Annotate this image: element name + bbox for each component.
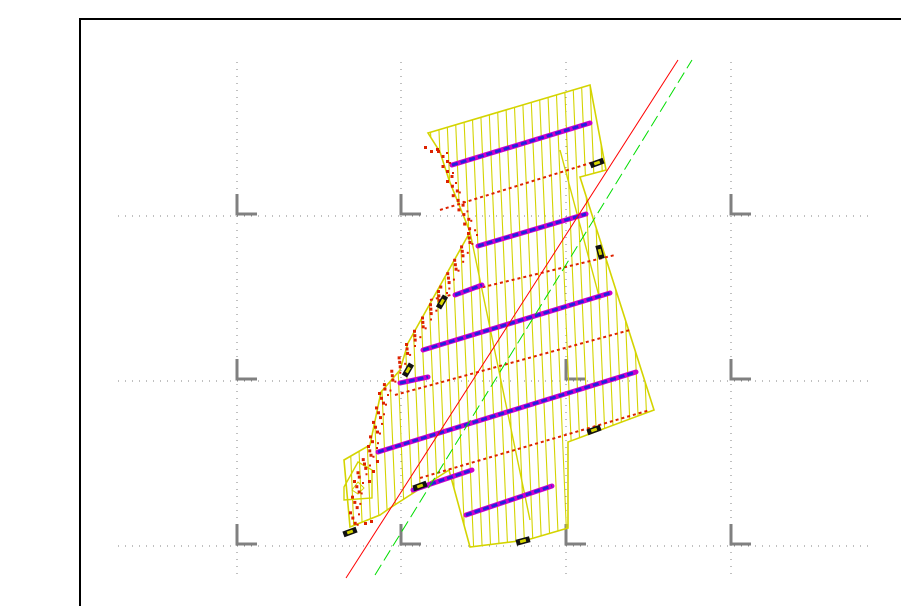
grid-corner-marker-icon — [235, 359, 257, 381]
grid-corner-markers — [235, 194, 751, 546]
equipment-row — [375, 369, 639, 455]
grid-corner-marker-icon — [729, 194, 751, 216]
equipment-marker-icon — [589, 157, 605, 169]
grid-corner-marker-icon — [729, 524, 751, 546]
reference-grid — [118, 62, 872, 580]
equipment-row — [397, 374, 431, 386]
guide-line-dashed — [374, 59, 693, 576]
small-building-detail — [351, 481, 365, 495]
boundary-dots — [349, 146, 478, 526]
viewport-frame — [79, 18, 901, 606]
equipment-marker-icon — [595, 244, 605, 260]
grid-corner-marker-icon — [564, 524, 586, 546]
grid-corner-marker-icon — [399, 194, 421, 216]
guide-line-solid — [345, 59, 679, 579]
grid-corner-marker-icon — [235, 524, 257, 546]
small-building-outline — [343, 461, 373, 501]
grid-corner-marker-icon — [564, 359, 586, 381]
equipment-rows — [375, 120, 639, 518]
equipment-row — [475, 211, 589, 249]
equipment-row — [449, 120, 593, 168]
grid-corner-marker-icon — [729, 359, 751, 381]
panel-boundaries — [469, 149, 601, 521]
equipment-markers — [342, 157, 605, 546]
grid-corner-marker-icon — [235, 194, 257, 216]
equipment-row — [463, 483, 555, 518]
equipment-marker-icon — [412, 480, 428, 492]
grid-corner-marker-icon — [399, 524, 421, 546]
equipment-marker-icon — [515, 536, 531, 546]
equipment-row — [420, 290, 613, 353]
equipment-marker-icon — [586, 424, 602, 436]
equipment-row — [452, 282, 485, 298]
equipment-marker-icon — [401, 362, 415, 378]
site-outline — [343, 83, 655, 548]
equipment-marker-icon — [342, 526, 358, 538]
equipment-marker-icon — [435, 294, 449, 310]
